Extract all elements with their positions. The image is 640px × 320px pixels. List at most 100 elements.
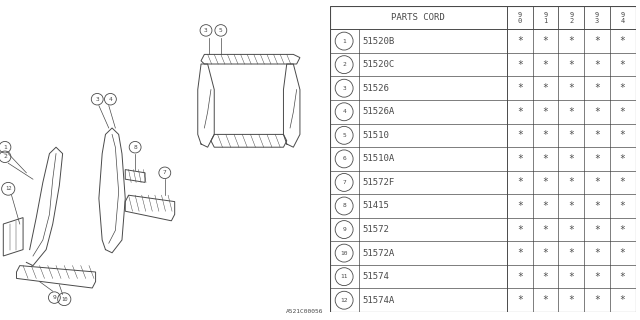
Text: *: * [620,272,626,282]
Text: *: * [568,154,574,164]
Text: 7: 7 [342,180,346,185]
Text: *: * [543,177,548,188]
Text: 12: 12 [5,186,12,191]
Text: 3: 3 [342,86,346,91]
Text: *: * [517,177,523,188]
Text: 11: 11 [340,274,348,279]
Text: *: * [517,130,523,140]
Text: *: * [517,272,523,282]
Text: *: * [543,154,548,164]
Text: *: * [620,201,626,211]
Text: *: * [543,130,548,140]
Text: *: * [568,295,574,305]
Text: 5: 5 [219,28,223,33]
Text: 4: 4 [109,97,112,102]
Text: *: * [594,295,600,305]
Text: 9
4: 9 4 [621,12,625,24]
Text: 2: 2 [3,154,7,159]
Text: 51574A: 51574A [362,296,395,305]
Text: *: * [568,177,574,188]
Text: *: * [594,60,600,70]
Text: 51520C: 51520C [362,60,395,69]
Text: 1: 1 [342,39,346,44]
Text: 51526A: 51526A [362,107,395,116]
Text: *: * [568,272,574,282]
Text: *: * [543,201,548,211]
Text: 51572F: 51572F [362,178,395,187]
Text: PARTS CORD: PARTS CORD [392,13,445,22]
Text: *: * [517,248,523,258]
Text: *: * [568,83,574,93]
Text: *: * [568,107,574,117]
Text: 51510: 51510 [362,131,389,140]
Text: 9
1: 9 1 [543,12,548,24]
Text: 3: 3 [204,28,208,33]
Text: *: * [568,201,574,211]
Text: *: * [543,295,548,305]
Text: 10: 10 [340,251,348,256]
Text: 10: 10 [61,297,68,302]
Text: *: * [620,107,626,117]
Text: 51574: 51574 [362,272,389,281]
Text: *: * [594,272,600,282]
Text: 51415: 51415 [362,202,389,211]
Text: 3: 3 [95,97,99,102]
Text: *: * [594,107,600,117]
Text: *: * [543,83,548,93]
Text: 1: 1 [3,145,7,150]
Text: 7: 7 [163,170,166,175]
Text: *: * [594,83,600,93]
Text: *: * [517,83,523,93]
Text: *: * [594,177,600,188]
Text: *: * [620,177,626,188]
Text: 9: 9 [52,295,56,300]
Text: 51572A: 51572A [362,249,395,258]
Text: *: * [620,248,626,258]
Text: *: * [543,272,548,282]
Text: 8: 8 [133,145,137,150]
Text: *: * [517,225,523,235]
Text: *: * [543,60,548,70]
Text: *: * [517,36,523,46]
Text: 4: 4 [342,109,346,114]
Text: *: * [517,60,523,70]
Text: *: * [620,130,626,140]
Text: 2: 2 [342,62,346,67]
Text: *: * [543,36,548,46]
Text: *: * [620,60,626,70]
Text: *: * [568,36,574,46]
Text: *: * [543,107,548,117]
Text: *: * [594,36,600,46]
Text: *: * [620,295,626,305]
Text: 5: 5 [342,133,346,138]
Text: *: * [568,130,574,140]
Text: *: * [517,154,523,164]
Text: *: * [620,36,626,46]
Text: 51526: 51526 [362,84,389,93]
Text: *: * [594,225,600,235]
Text: 6: 6 [342,156,346,161]
Text: A521C00056: A521C00056 [285,308,323,314]
Text: *: * [568,60,574,70]
Text: 51520B: 51520B [362,36,395,45]
Text: *: * [568,248,574,258]
Text: *: * [620,225,626,235]
Text: *: * [543,225,548,235]
Text: 12: 12 [340,298,348,303]
Text: *: * [594,201,600,211]
Text: *: * [620,154,626,164]
Text: *: * [517,107,523,117]
Text: *: * [517,201,523,211]
Text: 9
0: 9 0 [518,12,522,24]
Text: 51572: 51572 [362,225,389,234]
Text: *: * [568,225,574,235]
Text: 9: 9 [342,227,346,232]
Text: *: * [594,154,600,164]
Text: 9
3: 9 3 [595,12,599,24]
Text: *: * [620,83,626,93]
Text: 51510A: 51510A [362,154,395,164]
Text: 8: 8 [342,204,346,209]
Text: *: * [543,248,548,258]
Text: 9
2: 9 2 [569,12,573,24]
Text: *: * [517,295,523,305]
